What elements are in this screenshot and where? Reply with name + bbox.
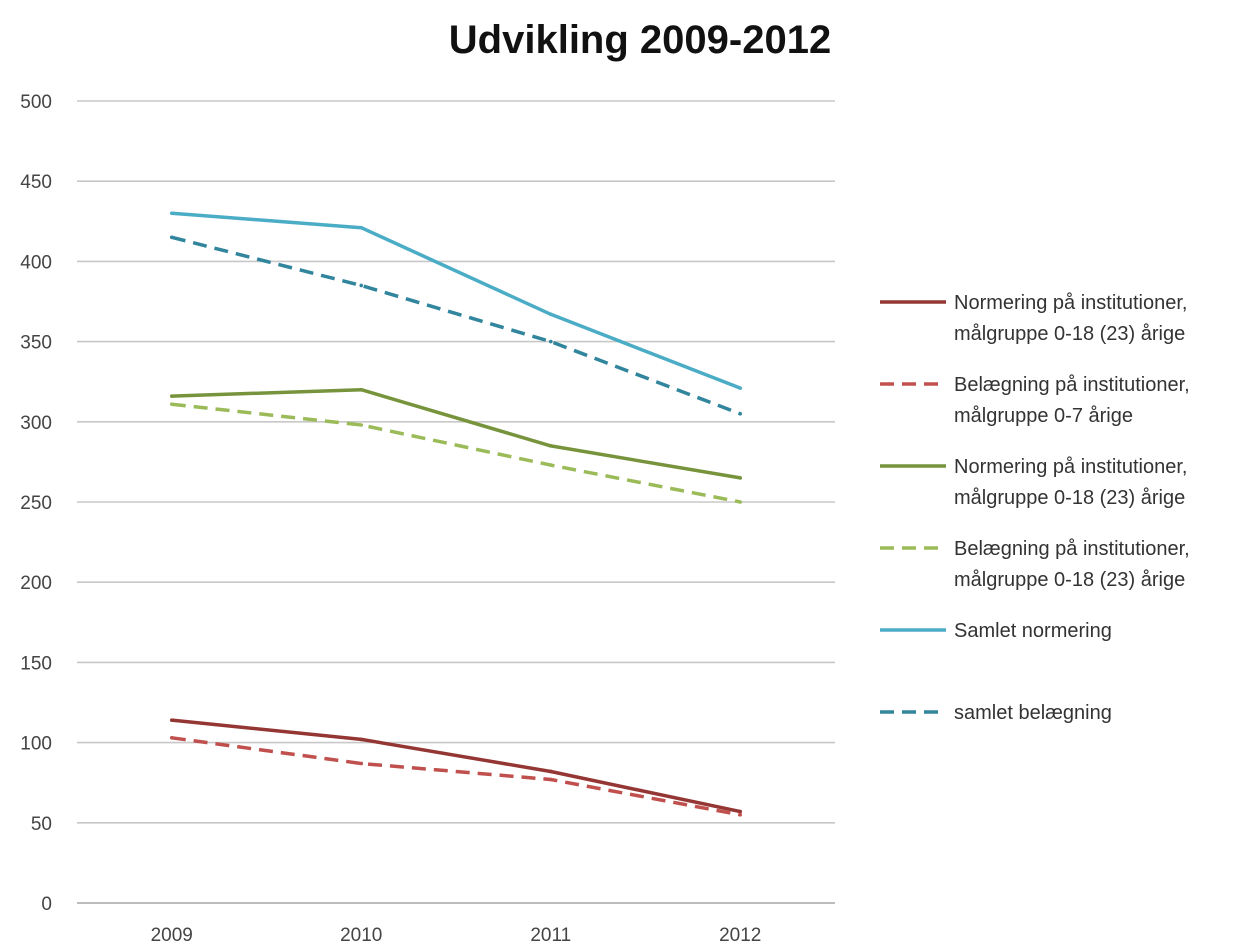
- legend-item: Samlet normering: [880, 620, 1112, 642]
- data-point: [169, 211, 174, 216]
- data-point: [548, 339, 553, 344]
- legend-label: Belægning på institutioner,: [954, 374, 1190, 396]
- legend-item: Normering på institutioner, målgruppe 0-1…: [880, 456, 1187, 509]
- data-point: [548, 769, 553, 774]
- data-point: [359, 387, 364, 392]
- data-point: [359, 283, 364, 288]
- y-tick-label: 500: [20, 92, 52, 113]
- legend-item: samlet belægning: [880, 702, 1112, 724]
- data-point: [359, 225, 364, 230]
- legend-item: Belægning på institutioner, målgruppe 0-7…: [880, 374, 1190, 427]
- data-point: [169, 394, 174, 398]
- chart-title: Udvikling 2009-2012: [448, 18, 832, 62]
- data-point: [548, 463, 553, 467]
- series-line-3: [171, 387, 741, 480]
- x-tick-label: 2011: [530, 925, 571, 946]
- series-line-4: [171, 402, 741, 504]
- data-point: [738, 809, 743, 814]
- legend-label: Belægning på institutioner,: [954, 538, 1190, 560]
- legend-label: samlet belægning: [954, 702, 1112, 724]
- data-point: [738, 411, 743, 416]
- series-line-6: [171, 235, 741, 416]
- data-point: [738, 500, 743, 504]
- data-point: [169, 735, 174, 740]
- y-axis-ticks: 0 50 100 150 200 250 300 350 400 450 500: [20, 92, 52, 915]
- x-tick-label: 2010: [340, 925, 382, 946]
- data-point: [738, 386, 743, 390]
- series-line-5: [171, 211, 741, 390]
- x-axis-ticks: 2009 2010 2011 2012: [151, 925, 762, 946]
- legend-label: målgruppe 0-18 (23) årige: [954, 323, 1185, 345]
- data-point: [738, 476, 743, 480]
- y-tick-label: 200: [20, 573, 52, 594]
- series-line-1: [171, 718, 741, 814]
- y-tick-label: 350: [20, 333, 52, 354]
- legend-item: Belægning på institutioner, målgruppe 0-1…: [880, 538, 1190, 591]
- data-point: [169, 718, 174, 722]
- y-tick-label: 300: [20, 413, 52, 434]
- legend-item: Normering på institutioner, målgruppe 0-1…: [880, 292, 1187, 345]
- legend-label: målgruppe 0-18 (23) årige: [954, 487, 1185, 509]
- x-tick-label: 2009: [151, 925, 193, 946]
- data-point: [169, 402, 174, 406]
- y-tick-label: 0: [41, 894, 52, 915]
- data-point: [359, 737, 364, 742]
- data-point: [169, 235, 174, 240]
- y-tick-label: 50: [31, 814, 52, 835]
- legend-label: Samlet normering: [954, 620, 1112, 642]
- legend-label: målgruppe 0-7 årige: [954, 405, 1133, 427]
- y-tick-label: 400: [20, 252, 52, 273]
- x-tick-label: 2012: [719, 925, 761, 946]
- legend-label: Normering på institutioner,: [954, 456, 1187, 478]
- data-point: [738, 812, 743, 817]
- y-tick-label: 150: [20, 653, 52, 674]
- data-point: [548, 312, 553, 317]
- data-point: [359, 423, 364, 427]
- legend: Normering på institutioner, målgruppe 0-1…: [880, 292, 1190, 724]
- legend-label: målgruppe 0-18 (23) årige: [954, 569, 1185, 591]
- data-point: [548, 777, 553, 782]
- series-line-2: [171, 736, 741, 817]
- y-tick-label: 450: [20, 172, 52, 193]
- series-lines: [169, 211, 743, 817]
- y-tick-label: 100: [20, 734, 52, 755]
- data-point: [548, 444, 553, 448]
- legend-label: Normering på institutioner,: [954, 292, 1187, 314]
- y-tick-label: 250: [20, 493, 52, 514]
- data-point: [359, 761, 364, 766]
- gridlines: [77, 100, 835, 904]
